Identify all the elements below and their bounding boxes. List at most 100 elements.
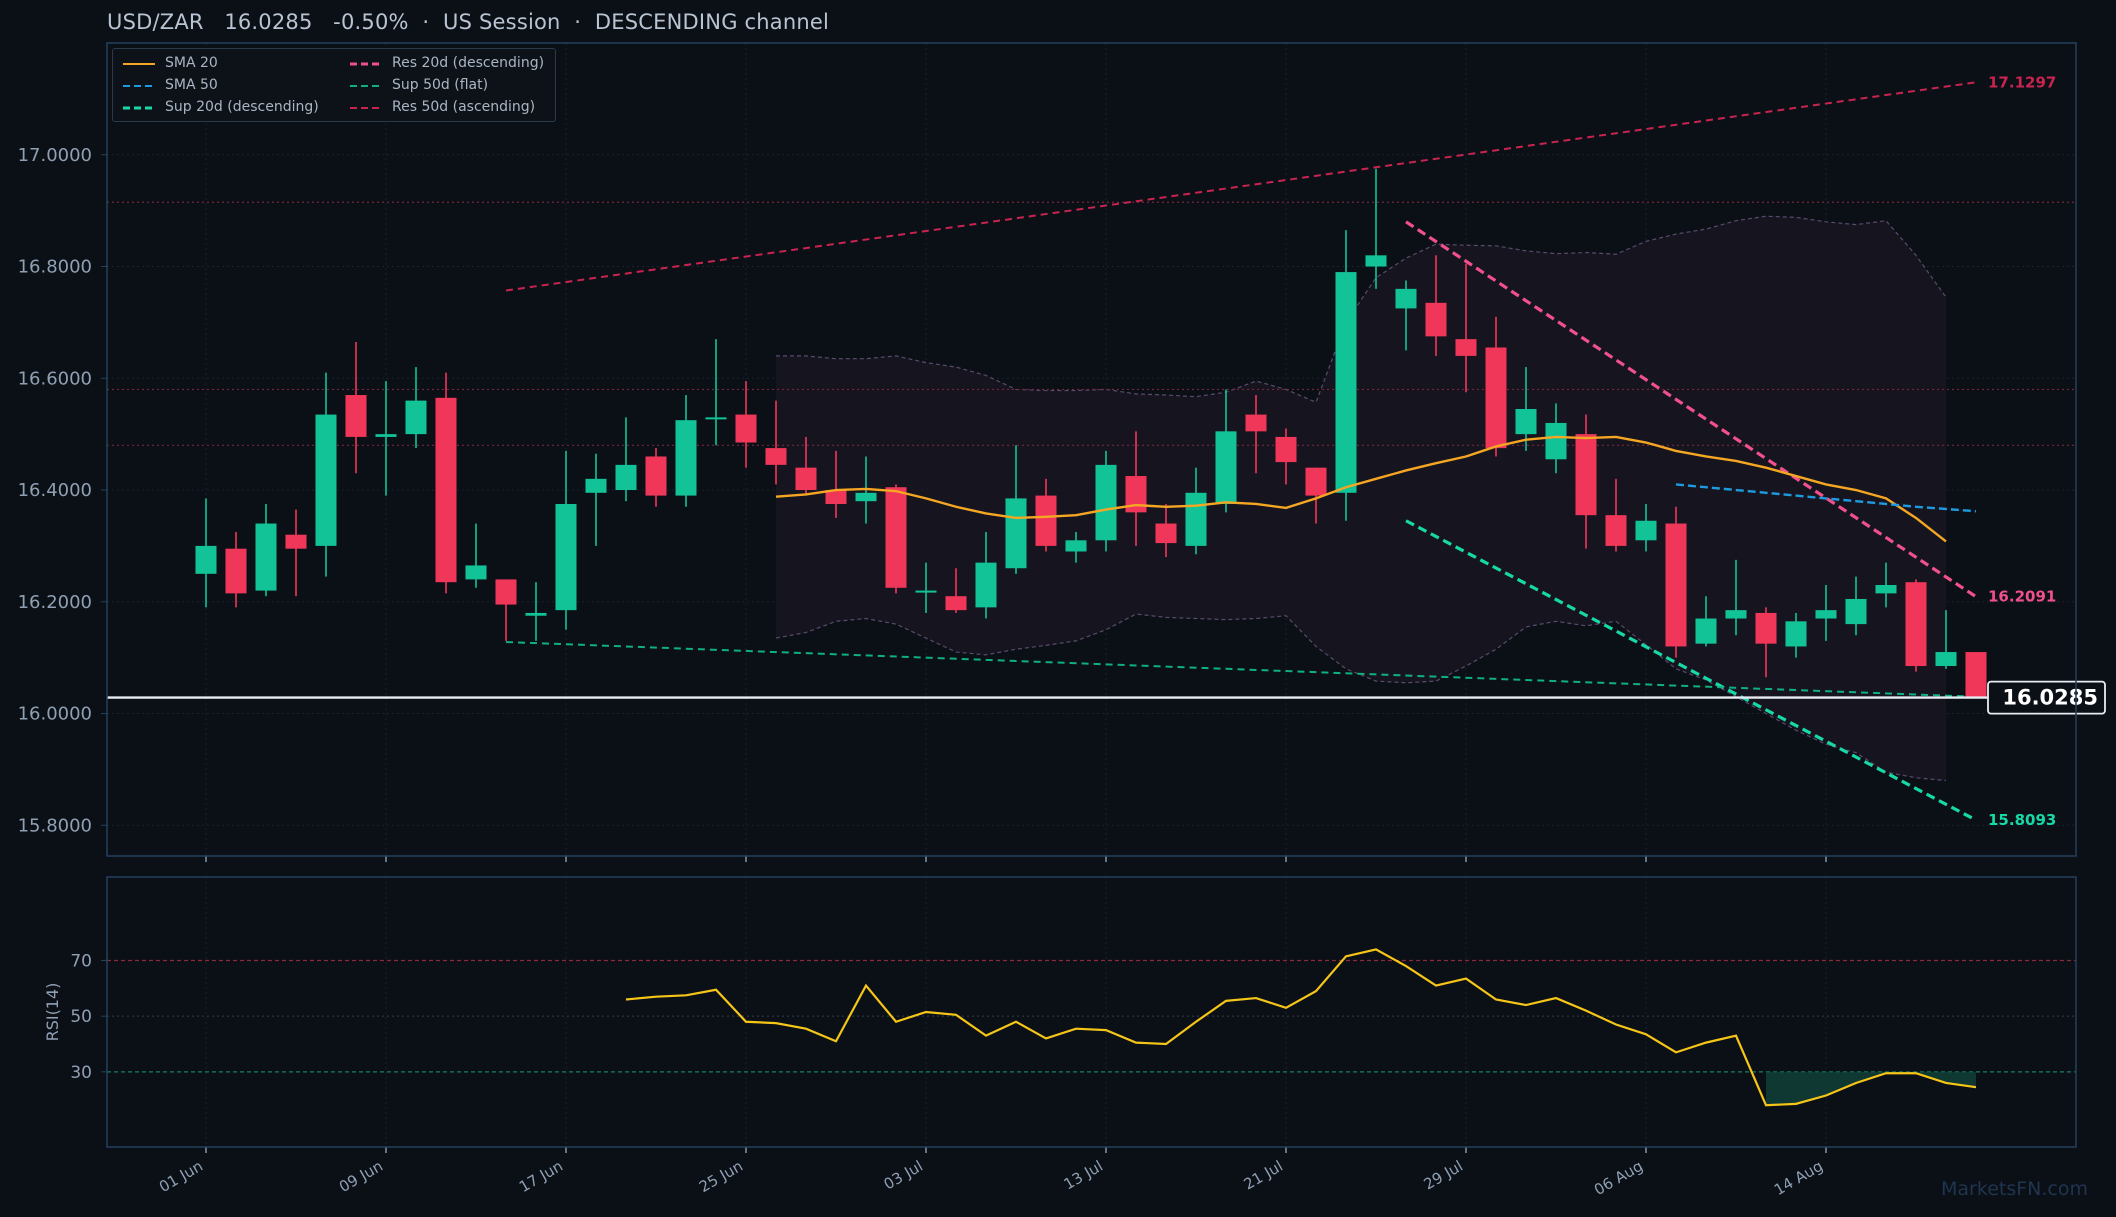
x-tick-label: 01 Jun — [156, 1157, 206, 1196]
candle-body — [555, 503, 577, 611]
trendline-label: 17.1297 — [1988, 73, 2056, 91]
x-tick-label: 06 Aug — [1591, 1157, 1646, 1199]
candle — [1335, 230, 1357, 521]
candle — [705, 339, 727, 446]
legend-label: SMA 20 — [165, 55, 218, 71]
bollinger-lower — [775, 613, 1947, 782]
candle — [585, 453, 607, 546]
x-tick-label: 21 Jul — [1241, 1157, 1286, 1194]
rsi-frame — [106, 876, 2077, 1148]
y-tick-label: 16.2000 — [18, 592, 92, 613]
y-tick-label: 17.0000 — [18, 145, 92, 166]
candle — [885, 484, 907, 594]
candle — [1845, 576, 1867, 636]
candle — [1125, 431, 1147, 546]
candle — [675, 395, 697, 507]
candle — [525, 582, 547, 641]
candle — [1635, 503, 1657, 552]
candle-body — [225, 548, 247, 594]
last-price-label: 16.0285 — [2002, 686, 2098, 710]
candle — [435, 372, 457, 594]
candle — [1965, 652, 1987, 698]
rsi-y-tick-label: 50 — [70, 1007, 92, 1027]
trendline-label: 16.2091 — [1988, 588, 2056, 606]
candle-body — [1395, 288, 1417, 309]
trendline — [1405, 519, 1977, 822]
y-tick-label: 15.8000 — [18, 815, 92, 836]
candle — [195, 498, 217, 608]
bollinger-fill — [776, 216, 1946, 781]
candle-body — [1545, 422, 1567, 460]
candle-body — [855, 492, 877, 502]
x-tick-label: 29 Jul — [1421, 1157, 1466, 1194]
candle-body — [405, 400, 427, 435]
candle-body — [525, 612, 547, 616]
candle-body — [1065, 540, 1087, 552]
candle — [1095, 450, 1117, 552]
y-tick-label: 16.4000 — [18, 480, 92, 501]
candle — [615, 417, 637, 502]
candle-body — [255, 523, 277, 591]
candle-body — [885, 487, 907, 588]
candle-body — [1875, 585, 1897, 594]
candle-body — [615, 464, 637, 491]
candle — [1215, 389, 1237, 513]
candle-body — [915, 590, 937, 593]
candle-body — [1605, 515, 1627, 546]
candle-body — [1305, 467, 1327, 496]
candle — [1065, 531, 1087, 563]
candle — [405, 367, 427, 449]
candle-body — [735, 414, 757, 443]
candle-body — [1185, 492, 1207, 546]
candle-body — [1695, 618, 1717, 644]
candle — [1785, 612, 1807, 658]
candle — [795, 436, 817, 496]
candle — [975, 531, 997, 619]
candle — [1695, 596, 1717, 647]
candle — [465, 523, 487, 588]
candle-body — [1485, 347, 1507, 449]
candle-body — [1575, 434, 1597, 516]
watermark: MarketsFN.com — [1941, 1178, 2088, 1200]
candle-body — [345, 395, 367, 437]
candle — [345, 341, 367, 474]
x-tick-label: 09 Jun — [336, 1157, 386, 1196]
candle-body — [1455, 339, 1477, 356]
candle-body — [1005, 498, 1027, 569]
candle-body — [495, 579, 517, 605]
candle — [225, 531, 247, 608]
candle — [915, 562, 937, 613]
main-frame — [106, 42, 2077, 857]
rsi-line — [625, 948, 1977, 1107]
chart-legend: SMA 20 SMA 50 Sup 20d (descending) Res 2… — [112, 48, 556, 122]
candle — [1005, 445, 1027, 574]
rsi-oversold-fill — [1766, 1071, 1976, 1106]
candle-body — [1845, 598, 1867, 625]
rsi-y-tick-label: 70 — [70, 952, 92, 972]
candle-body — [705, 417, 727, 420]
candle — [555, 450, 577, 630]
candle-body — [195, 545, 217, 574]
candle — [1365, 168, 1387, 289]
trendline — [1405, 220, 1977, 599]
legend-swatch — [350, 85, 382, 87]
candle-body — [585, 478, 607, 493]
legend-label: SMA 50 — [165, 77, 218, 93]
candle — [1455, 263, 1477, 393]
candle-body — [1215, 431, 1237, 504]
candle — [315, 372, 337, 577]
candle — [1515, 367, 1537, 451]
rsi-panel: 30 50 70 RSI(14) — [43, 948, 2076, 1107]
candle-body — [1665, 523, 1687, 647]
candle-body — [375, 434, 397, 437]
candle-body — [1635, 520, 1657, 541]
candle — [1155, 503, 1177, 558]
legend-label: Sup 20d (descending) — [165, 99, 319, 115]
legend-label: Res 50d (ascending) — [392, 99, 536, 115]
bollinger-upper — [776, 215, 1947, 404]
candle — [1935, 610, 1957, 669]
candle — [825, 450, 847, 518]
candle-body — [1935, 652, 1957, 667]
candle — [945, 568, 967, 613]
